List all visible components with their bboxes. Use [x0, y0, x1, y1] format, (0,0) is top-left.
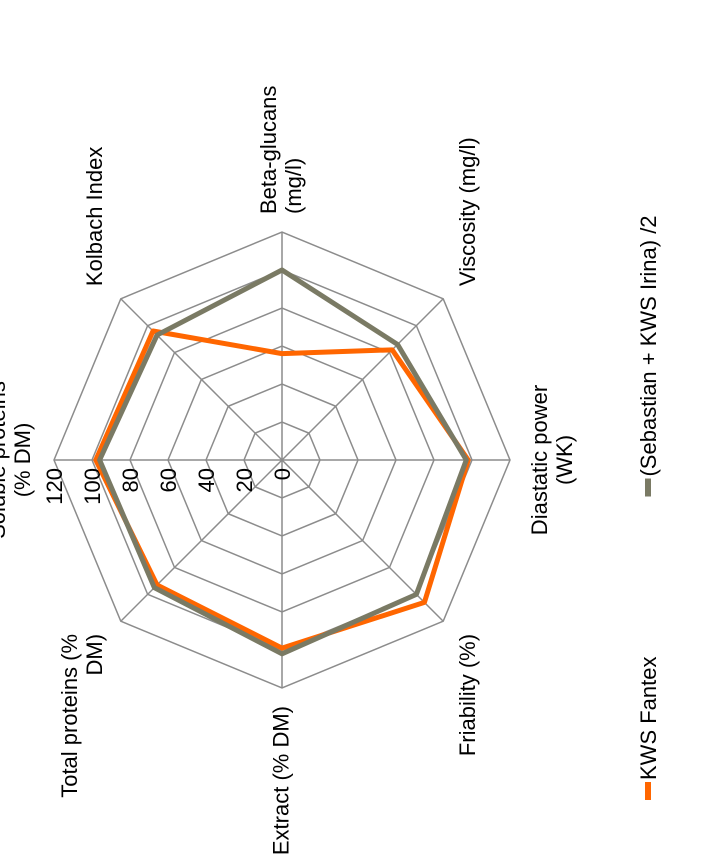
axis-label: Total proteins (%DM)	[57, 634, 107, 798]
axis-label: Friability (%)	[455, 634, 480, 756]
legend: KWS Fantex (Sebastian + KWS Irina) /2	[636, 215, 661, 800]
series-line	[97, 267, 469, 657]
series-layer	[93, 267, 471, 657]
grid-spoke	[120, 459, 283, 622]
axis-label: Kolbach Index	[82, 147, 107, 286]
axis-label: Extract (% DM)	[269, 706, 294, 855]
tick-label: 80	[118, 468, 143, 492]
legend-label: KWS Fantex	[636, 657, 661, 780]
radar-grid	[53, 231, 511, 689]
axis-label: Viscosity (mg/l)	[455, 137, 480, 286]
tick-label: 60	[156, 468, 181, 492]
grid-spoke	[281, 298, 444, 461]
grid-spoke	[281, 459, 444, 622]
axis-labels: Soluble proteins(% DM) Kolbach Index Beta-…	[0, 86, 577, 856]
tick-label: 20	[232, 468, 257, 492]
axis-label: Beta-glucans(mg/l)	[256, 86, 306, 214]
legend-label: (Sebastian + KWS Irina) /2	[636, 215, 661, 476]
axis-label: Diastatic power(WK)	[527, 385, 577, 535]
tick-label: 0	[270, 468, 295, 480]
tick-label: 40	[194, 468, 219, 492]
tick-label: 120	[42, 468, 67, 505]
axis-label: Soluble proteins(% DM)	[0, 381, 35, 539]
grid-spoke	[120, 298, 283, 461]
